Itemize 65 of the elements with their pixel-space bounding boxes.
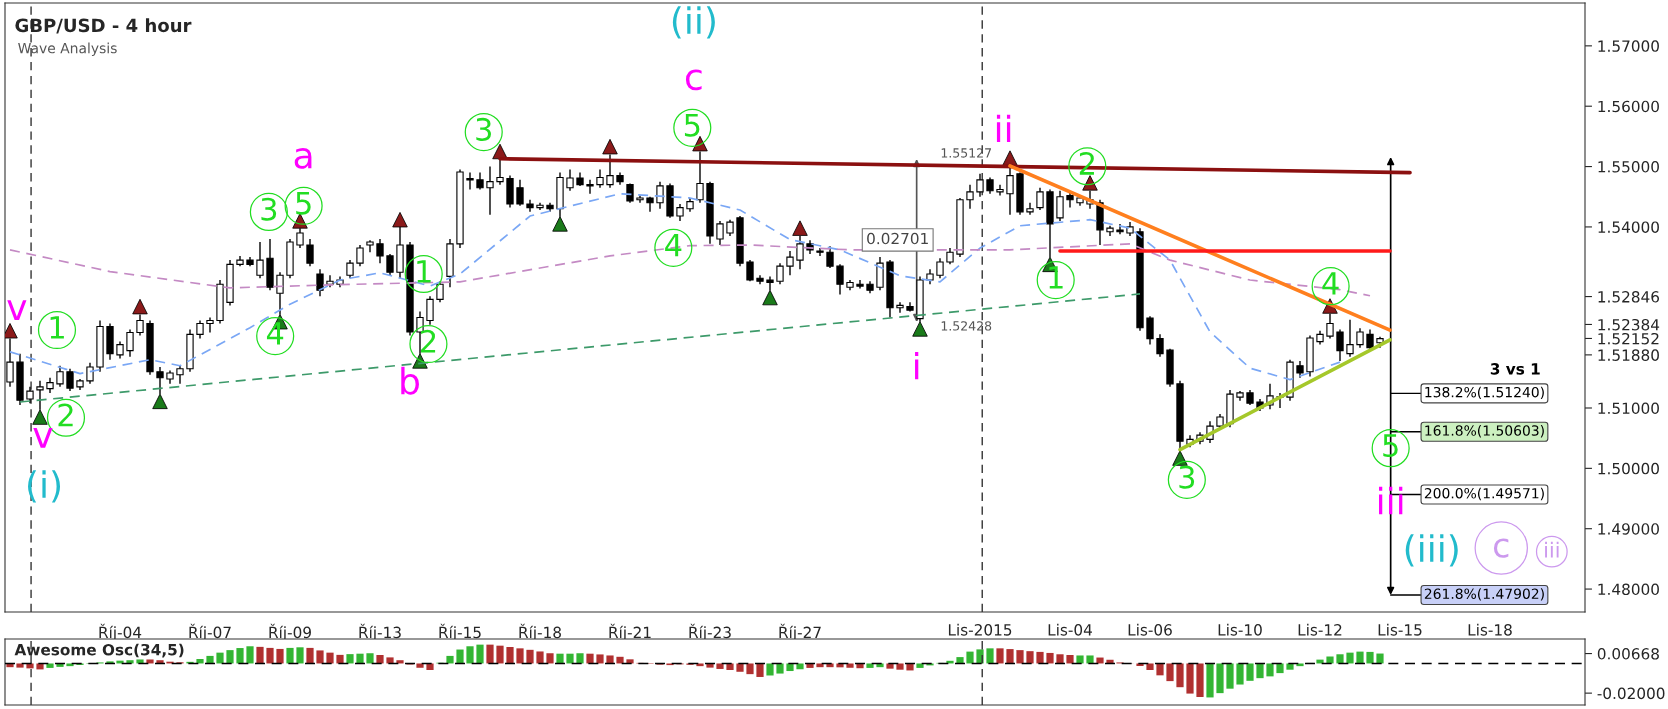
x-tick-label: Říj-23 [689, 623, 731, 642]
annotation: (ii) [672, 6, 715, 39]
annotation: 3 [261, 197, 277, 221]
y-tick-label: -0.02000 [1597, 687, 1665, 700]
annotation: 1 [50, 316, 64, 339]
annotation: b [401, 366, 419, 395]
annotation: c [685, 69, 702, 91]
y-tick-label: 1.51880 [1598, 349, 1659, 361]
annotation: 5 [684, 114, 700, 137]
annotation: 3 [1179, 465, 1195, 489]
x-tick-label: Lis-04 [1048, 623, 1092, 636]
annotation: 1.55127 [941, 148, 991, 158]
x-tick-label: Lis-06 [1128, 623, 1172, 636]
y-tick-label: 1.48000 [1598, 583, 1659, 596]
annotation: 200.0%(1.49571) [1424, 487, 1544, 501]
x-tick-label: Lis-12 [1298, 623, 1342, 636]
annotation: i [915, 351, 919, 380]
annotation: 138.2%(1.51240) [1425, 386, 1544, 400]
y-tick-label: 1.54000 [1598, 221, 1659, 233]
y-tick-label: 0.00668 [1597, 648, 1659, 660]
y-tick-label: 1.49000 [1598, 523, 1659, 535]
y-tick-label: 1.55000 [1598, 161, 1659, 173]
annotation: 1 [1049, 266, 1063, 289]
y-tick-label: 1.57000 [1598, 40, 1659, 52]
x-tick-label: Lis-10 [1218, 623, 1262, 636]
y-tick-label: 1.52846 [1598, 291, 1660, 303]
x-tick-label: Říj-09 [269, 623, 311, 642]
annotation: 261.8%(1.47902) [1424, 588, 1544, 601]
x-tick-label: Říj-04 [99, 623, 142, 642]
annotation: v [7, 300, 27, 320]
annotation: c [1493, 538, 1509, 558]
annotation: (iii) [1405, 534, 1458, 567]
annotation: iii [1545, 541, 1559, 558]
y-tick-label: 1.51000 [1598, 402, 1659, 415]
x-tick-label: Říj-18 [519, 623, 561, 642]
annotation: ii [996, 114, 1011, 143]
annotation: a [294, 148, 312, 169]
x-tick-label: Lis-15 [1378, 623, 1422, 636]
x-tick-label: Lis-2015 [948, 623, 1012, 636]
annotation: 2 [420, 329, 436, 353]
x-tick-label: Říj-21 [609, 623, 651, 642]
x-tick-label: Říj-13 [359, 623, 401, 642]
annotation: 4 [665, 233, 682, 257]
annotation: 1.52428 [941, 321, 992, 331]
annotation: 3 vs 1 [1490, 363, 1540, 375]
x-tick-label: Říj-27 [779, 623, 821, 642]
x-tick-label: Lis-18 [1468, 623, 1512, 636]
annotation: 4 [1322, 272, 1339, 295]
y-tick-label: 1.52152 [1598, 332, 1659, 345]
text: Wave Analysis [18, 42, 117, 57]
x-tick-label: Říj-07 [189, 623, 231, 642]
chart-title: Awesome Osc(34,5) [14, 643, 184, 658]
y-tick-label: 1.50000 [1598, 462, 1659, 475]
annotation: v [33, 428, 53, 448]
annotation: (i) [28, 470, 61, 503]
text: GBP/USD - 4 hour [15, 18, 192, 34]
annotation: 161.8%(1.50603) [1425, 425, 1544, 438]
annotation: 0.02701 [867, 232, 928, 245]
annotation: 5 [296, 191, 311, 215]
annotation: 3 [476, 117, 492, 141]
annotation: 2 [58, 403, 73, 427]
x-tick-label: Říj-15 [439, 623, 481, 642]
y-tick-label: 1.52384 [1598, 318, 1660, 331]
y-tick-label: 1.56000 [1598, 100, 1659, 113]
annotation: 1 [417, 260, 431, 283]
